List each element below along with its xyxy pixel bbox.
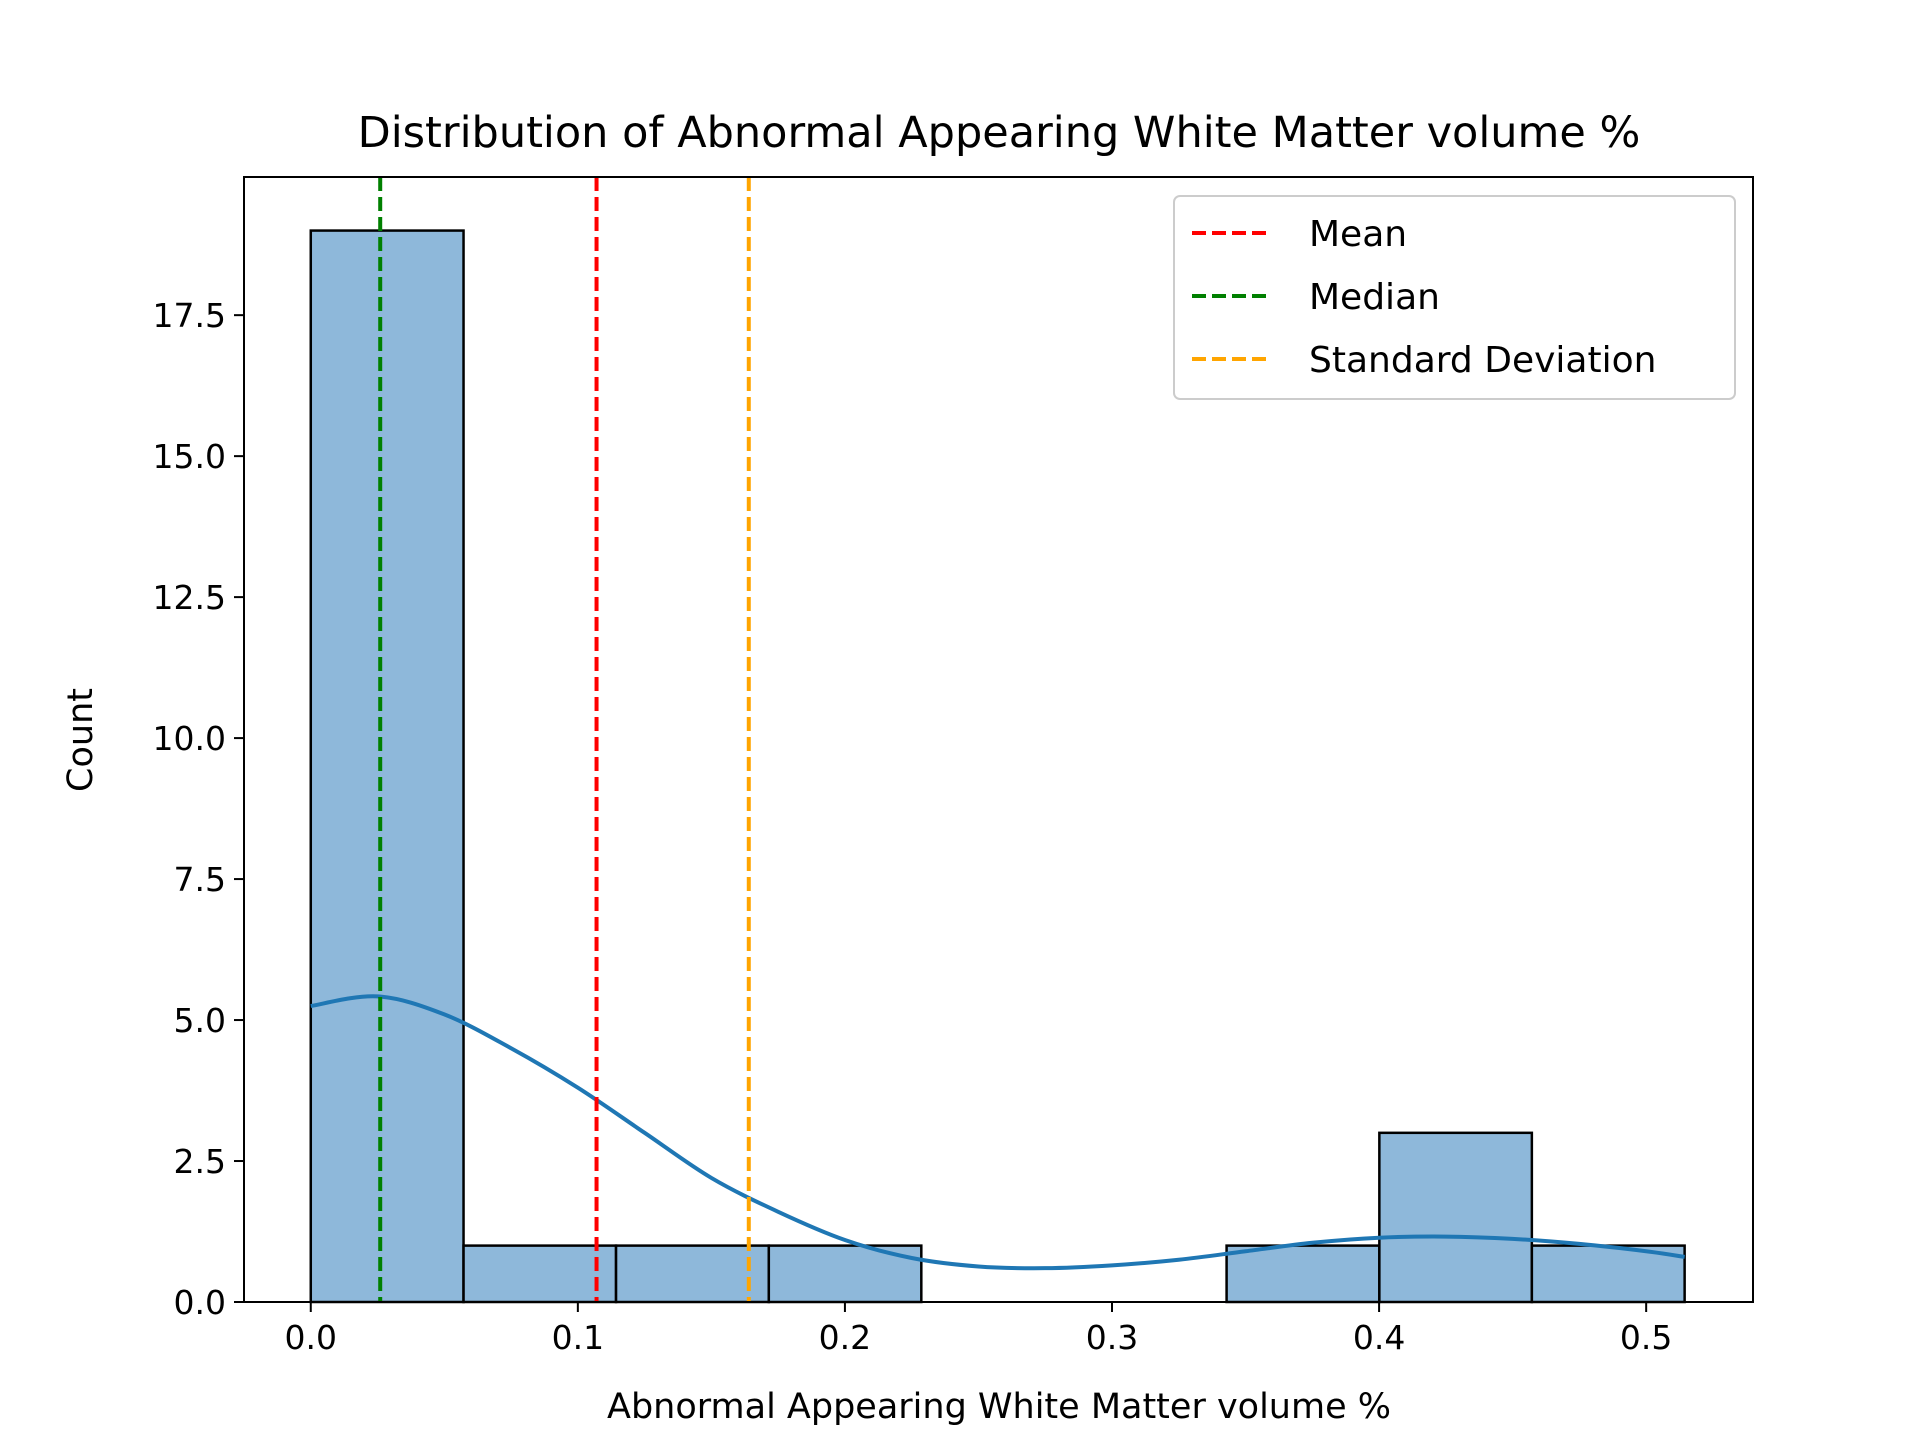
y-tick-label-5: 12.5 (153, 578, 226, 617)
x-axis-label: Abnormal Appearing White Matter volume % (607, 1387, 1391, 1427)
histogram-bar-1 (462, 1244, 618, 1304)
y-axis-label: Count (61, 688, 101, 792)
x-tick-label-3: 0.3 (1086, 1318, 1138, 1357)
histogram-bar-2 (614, 1244, 771, 1304)
y-tick-label-3: 7.5 (174, 860, 226, 899)
legend-box (1173, 195, 1736, 400)
x-tick-label-1: 0.1 (552, 1318, 604, 1357)
y-tick-label-4: 10.0 (153, 719, 226, 758)
axes-frame (243, 176, 1754, 1303)
legend-label-median: Median (1309, 277, 1440, 318)
y-tick-label-6: 15.0 (153, 437, 226, 476)
x-tick-label-2: 0.2 (819, 1318, 871, 1357)
x-tick-label-5: 0.5 (1620, 1318, 1672, 1357)
legend-label-standard-deviation: Standard Deviation (1309, 340, 1656, 381)
y-tick-label-7: 17.5 (153, 296, 226, 335)
y-tick-label-1: 2.5 (174, 1142, 226, 1181)
x-axis: 0.0 0.1 0.2 0.3 0.4 0.5 (285, 1302, 1672, 1357)
histogram-bar-6 (1225, 1244, 1381, 1304)
y-tick-label-2: 5.0 (174, 1001, 226, 1040)
x-tick-label-0: 0.0 (285, 1318, 337, 1357)
kde-curve (310, 994, 1685, 1271)
x-tick-label-4: 0.4 (1353, 1318, 1405, 1357)
y-axis: 0.0 2.5 5.0 7.5 10.0 12.5 15.0 17.5 (153, 296, 244, 1322)
plot-area (243, 176, 1754, 1304)
histogram-bar-0 (309, 229, 465, 1304)
legend-label-mean: Mean (1309, 214, 1407, 255)
histogram-bar-7 (1378, 1131, 1534, 1304)
y-tick-label-0: 0.0 (174, 1283, 226, 1322)
legend: Mean Median Standard Deviation (1173, 195, 1736, 400)
chart-title: Distribution of Abnormal Appearing White… (358, 108, 1641, 158)
